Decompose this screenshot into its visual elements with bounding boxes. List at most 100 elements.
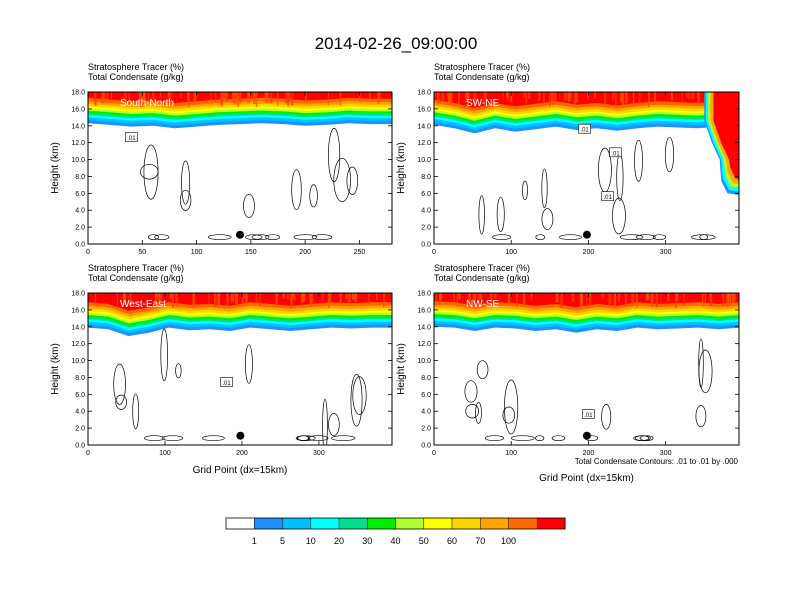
plot-frame [433, 292, 740, 446]
panel-title-1: Stratosphere Tracer (%) [88, 263, 184, 273]
plot-frame [87, 292, 393, 446]
location-marker [582, 230, 591, 239]
colorbar-label: 5 [280, 536, 285, 546]
panel-label: West-East [120, 299, 166, 310]
y-tick-label: 18.0 [71, 291, 85, 298]
panel-title-1: Stratosphere Tracer (%) [88, 62, 184, 72]
x-tick-label: 100 [505, 450, 517, 457]
plot-frame [87, 91, 393, 245]
x-tick-label: 50 [138, 249, 146, 256]
contour-label: .01 [125, 132, 138, 142]
y-tick-label: 10.0 [417, 157, 431, 164]
colorbar-label: 10 [306, 536, 316, 546]
condensate-contours [478, 136, 716, 241]
y-tick-label: 14.0 [417, 123, 431, 130]
y-tick-label: 4.0 [421, 409, 431, 416]
x-tick-label: 300 [660, 249, 672, 256]
x-tick-label: 100 [191, 249, 203, 256]
y-axis-label: Height (km) [50, 343, 61, 395]
condensate-contours [140, 128, 359, 241]
colorbar-swatch [339, 518, 368, 529]
y-tick-label: 8.0 [75, 174, 85, 181]
panel-label: South-North [120, 98, 174, 109]
y-tick-label: 0.0 [75, 443, 85, 450]
contour-label: .01 [601, 191, 615, 201]
colorbar-label: 50 [419, 536, 429, 546]
svg-text:.01: .01 [604, 195, 613, 201]
contour-note: Total Condensate Contours: .01 to .01 by… [575, 457, 739, 466]
colorbar-swatch [508, 518, 538, 529]
contour-label: .01 [220, 377, 233, 387]
x-tick-label: 0 [86, 450, 90, 457]
colorbar-swatch [282, 518, 312, 529]
y-tick-label: 18.0 [417, 90, 431, 97]
panel-title-1: Stratosphere Tracer (%) [434, 62, 530, 72]
colorbar-label: 60 [447, 536, 457, 546]
y-tick-label: 6.0 [421, 392, 431, 399]
y-tick-label: 18.0 [417, 291, 431, 298]
colorbar-swatch [452, 518, 481, 529]
colorbar-label: 30 [362, 536, 372, 546]
condensate-contours [113, 328, 367, 445]
figure-title: 2014-02-26_09:00:00 [315, 34, 478, 53]
x-tick-label: 200 [583, 450, 595, 457]
x-tick-label: 150 [245, 249, 257, 256]
y-tick-label: 16.0 [417, 307, 431, 314]
colorbar-swatch [310, 518, 340, 529]
tracer-field [434, 293, 739, 333]
y-axis-label: Height (km) [50, 142, 61, 194]
y-tick-label: 16.0 [71, 307, 85, 314]
svg-text:.01: .01 [611, 151, 620, 157]
y-tick-label: 12.0 [417, 341, 431, 348]
panel-south-north: .01 South-North Stratosphere Tracer (%)Tot… [50, 62, 393, 256]
panel-title-2: Total Condensate (g/kg) [434, 72, 530, 82]
y-tick-label: 0.0 [75, 242, 85, 249]
svg-text:.01: .01 [584, 413, 593, 419]
x-tick-label: 200 [299, 249, 311, 256]
colorbar-swatch [226, 518, 255, 529]
plot-frame [433, 91, 740, 245]
y-tick-label: 2.0 [421, 426, 431, 433]
colorbar-swatch [423, 518, 453, 529]
contour-label: .01 [609, 147, 622, 157]
y-tick-label: 12.0 [71, 140, 85, 147]
colorbar: 1 5 10 20 30 40 50 60 70 100 [225, 517, 566, 546]
panel-title-2: Total Condensate (g/kg) [88, 273, 184, 283]
x-axis-label: Grid Point (dx=15km) [193, 465, 288, 476]
tracer-field [434, 92, 739, 195]
x-tick-label: 300 [313, 450, 325, 457]
x-tick-label: 200 [236, 450, 248, 457]
svg-text:.01: .01 [222, 381, 231, 387]
y-tick-label: 0.0 [421, 242, 431, 249]
y-tick-label: 2.0 [75, 225, 85, 232]
y-tick-label: 4.0 [75, 409, 85, 416]
colorbar-label: 100 [501, 536, 516, 546]
panel-title-2: Total Condensate (g/kg) [434, 273, 530, 283]
y-tick-label: 16.0 [71, 106, 85, 113]
y-axis-label: Height (km) [396, 142, 407, 194]
y-tick-label: 2.0 [421, 225, 431, 232]
y-axis-label: Height (km) [396, 343, 407, 395]
tracer-field [88, 293, 392, 337]
panel-title-1: Stratosphere Tracer (%) [434, 263, 530, 273]
x-tick-label: 200 [583, 249, 595, 256]
panel-west-east: .01 West-East Stratosphere Tracer (%)Total… [50, 263, 393, 476]
x-tick-label: 300 [660, 450, 672, 457]
colorbar-swatch [367, 518, 396, 529]
tracer-field [88, 92, 392, 129]
y-tick-label: 8.0 [421, 375, 431, 382]
x-tick-label: 0 [86, 249, 90, 256]
x-tick-label: 0 [432, 249, 436, 256]
panel-label: NW-SE [466, 299, 499, 310]
panel-label: SW-NE [466, 98, 499, 109]
location-marker [236, 230, 244, 239]
x-tick-label: 0 [432, 450, 436, 457]
panel-title-2: Total Condensate (g/kg) [88, 72, 184, 82]
location-marker [236, 431, 245, 440]
y-tick-label: 0.0 [421, 443, 431, 450]
y-tick-label: 10.0 [71, 157, 85, 164]
colorbar-swatch [536, 518, 566, 529]
colorbar-label: 1 [252, 536, 257, 546]
